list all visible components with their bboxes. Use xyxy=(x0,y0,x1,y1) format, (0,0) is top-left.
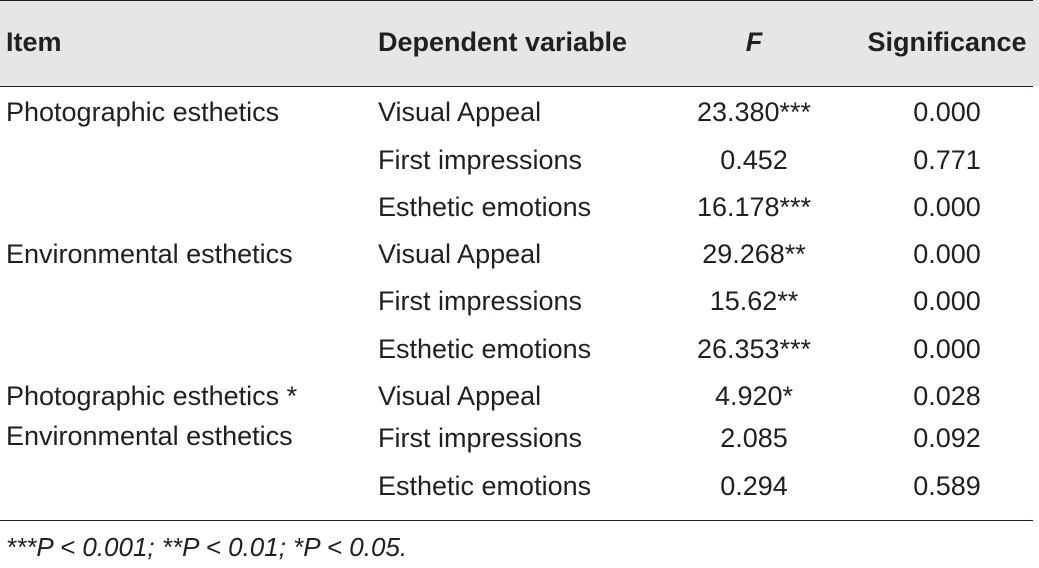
table-cell-f: 26.353*** xyxy=(696,334,812,364)
table-cell-significance: 0.000 xyxy=(913,192,981,222)
table-header-background xyxy=(0,0,1039,86)
table-cell-dependent-variable: Esthetic emotions xyxy=(378,334,592,364)
table-cell-f: 23.380*** xyxy=(696,97,812,127)
table-footnote: ***P < 0.001; **P < 0.01; *P < 0.05. xyxy=(6,532,408,562)
header-f: F xyxy=(745,27,763,57)
table-cell-dependent-variable: Esthetic emotions xyxy=(378,192,592,222)
table-cell-significance: 0.589 xyxy=(913,471,981,501)
table-cell-f: 4.920* xyxy=(714,381,794,411)
table-cell-significance: 0.771 xyxy=(913,145,981,175)
header-item: Item xyxy=(6,27,62,57)
table-cell-f: 0.294 xyxy=(720,471,788,501)
group-item-label: Environmental esthetics xyxy=(6,239,293,269)
top-rule xyxy=(0,0,1033,1)
table-cell-significance: 0.000 xyxy=(913,334,981,364)
table-cell-significance: 0.000 xyxy=(913,97,981,127)
table-cell-significance: 0.000 xyxy=(913,239,981,269)
table-cell-significance: 0.000 xyxy=(913,286,981,316)
table-cell-significance: 0.028 xyxy=(913,381,981,411)
table-cell-f: 16.178*** xyxy=(696,192,812,222)
bottom-rule xyxy=(0,520,1033,521)
group-item-label: Photographic esthetics xyxy=(6,97,280,127)
table-cell-dependent-variable: Visual Appeal xyxy=(378,381,542,411)
table-cell-dependent-variable: Visual Appeal xyxy=(378,97,542,127)
table-cell-f: 15.62** xyxy=(709,286,799,316)
table-cell-f: 2.085 xyxy=(720,423,788,453)
header-dependent-variable: Dependent variable xyxy=(378,27,628,57)
table-cell-significance: 0.092 xyxy=(913,423,981,453)
group-item-label-line2: Environmental esthetics xyxy=(6,421,293,451)
table-cell-f: 29.268** xyxy=(702,239,806,269)
table-cell-dependent-variable: Visual Appeal xyxy=(378,239,542,269)
group-item-label: Photographic esthetics * xyxy=(6,381,298,411)
table-cell-f: 0.452 xyxy=(720,145,788,175)
table-cell-dependent-variable: First impressions xyxy=(378,286,583,316)
header-rule xyxy=(0,86,1033,87)
table-cell-dependent-variable: Esthetic emotions xyxy=(378,471,592,501)
header-significance: Significance xyxy=(867,27,1027,57)
table-cell-dependent-variable: First impressions xyxy=(378,145,583,175)
table-cell-dependent-variable: First impressions xyxy=(378,423,583,453)
